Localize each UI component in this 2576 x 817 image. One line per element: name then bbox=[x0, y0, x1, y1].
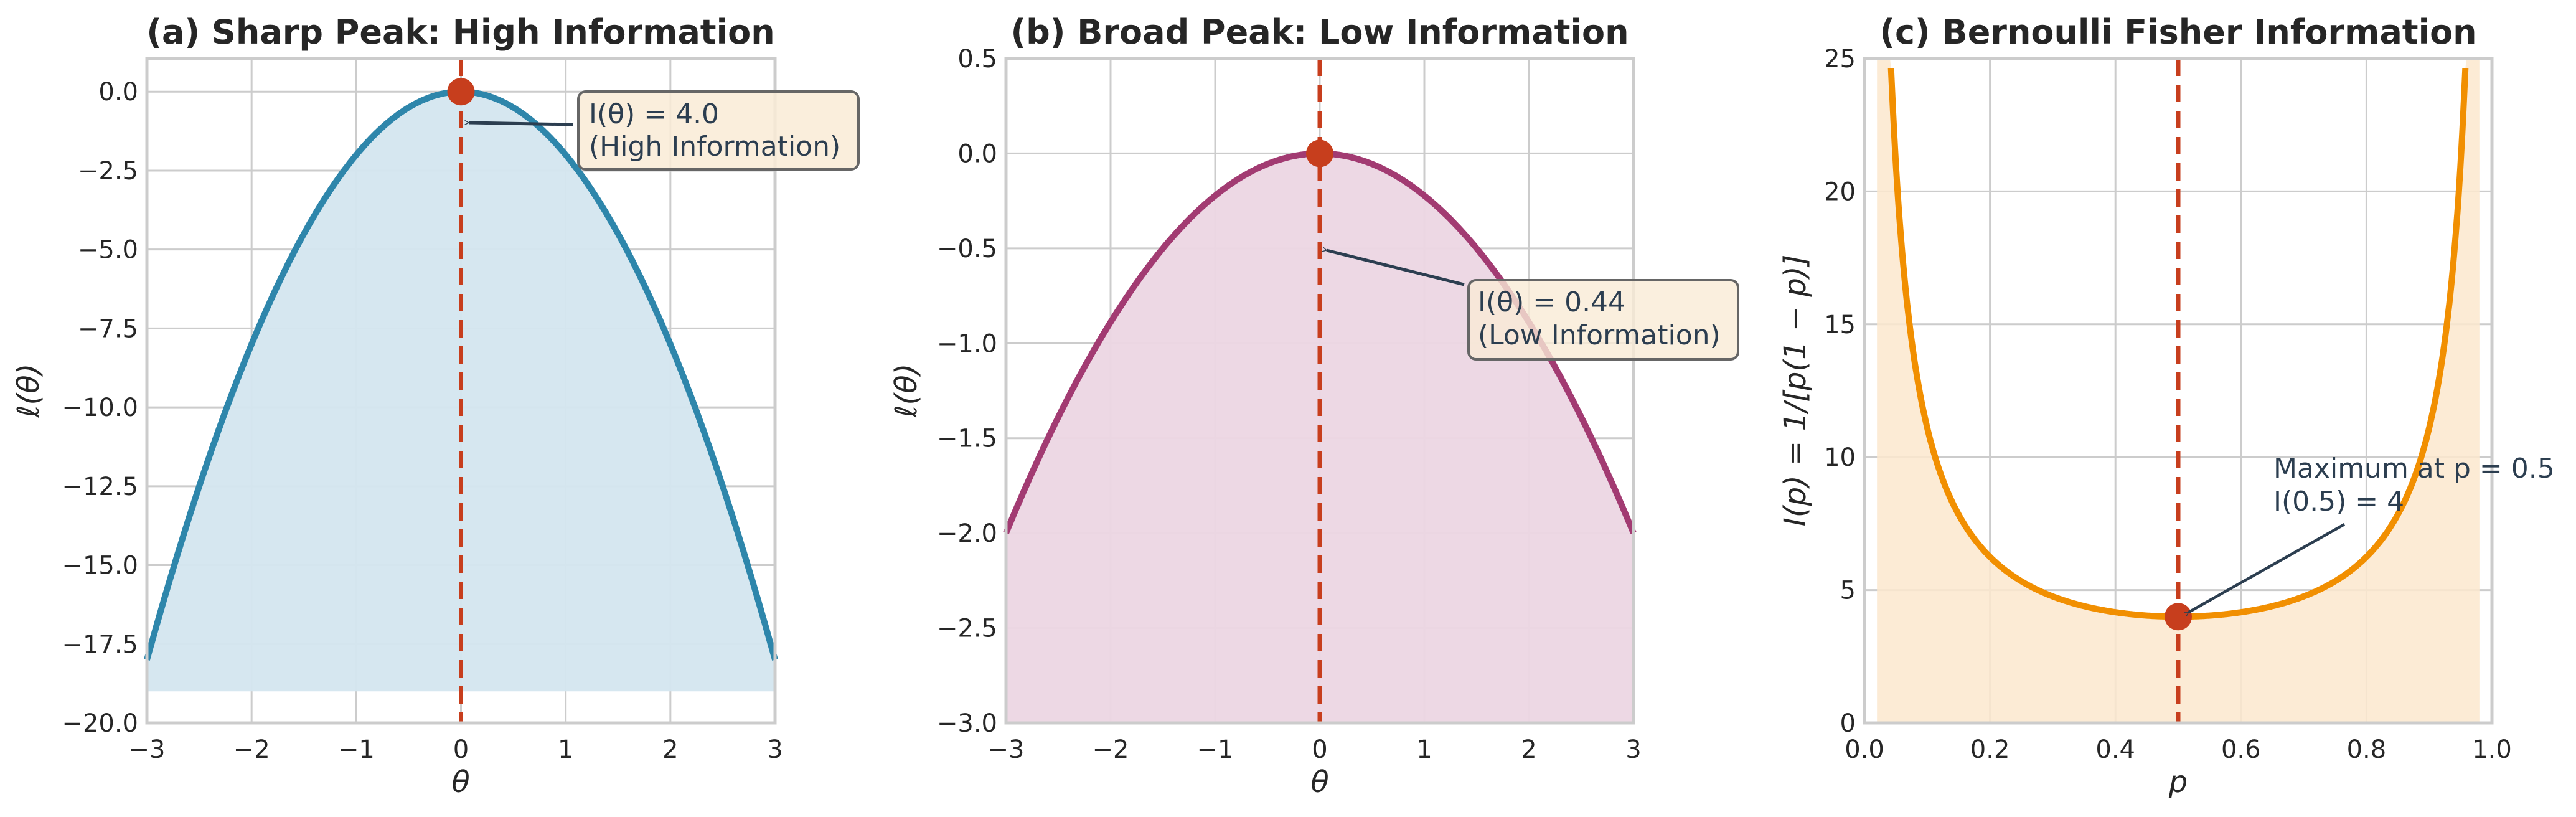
panel-c-yticks: 0 5 10 15 20 25 bbox=[1824, 45, 1856, 738]
x-tick-label: 2 bbox=[1521, 735, 1536, 764]
x-tick-label: −1 bbox=[338, 735, 375, 764]
x-tick-label: −2 bbox=[233, 735, 270, 764]
panel-b-annotation-arrow bbox=[1327, 250, 1465, 286]
x-tick-label: 0.2 bbox=[1970, 735, 2010, 764]
y-tick-label: −10.0 bbox=[62, 394, 138, 422]
panel-b-xticks: −3 −2 −1 0 1 2 3 bbox=[988, 735, 1642, 764]
y-tick-label: −0.5 bbox=[937, 235, 997, 263]
panel-b-ylabel: ℓ(θ) bbox=[889, 364, 924, 418]
panel-a-title: (a) Sharp Peak: High Information bbox=[146, 12, 774, 52]
panel-c-title: (c) Bernoulli Fisher Information bbox=[1879, 12, 2476, 52]
panel-c-annotation: Maximum at p = 0.5 I(0.5) = 4 bbox=[2189, 453, 2555, 612]
x-tick-label: 0 bbox=[453, 735, 469, 764]
panel-c-xlabel: p bbox=[2168, 765, 2188, 800]
x-tick-label: −1 bbox=[1197, 735, 1234, 764]
x-tick-label: 0.0 bbox=[1845, 735, 1884, 764]
y-tick-label: 15 bbox=[1824, 311, 1856, 339]
panel-a-yticks: 0.0 −2.5 −5.0 −7.5 −10.0 −12.5 −15.0 −17.5 −20.0 bbox=[62, 78, 138, 738]
y-tick-label: 0 bbox=[1840, 709, 1856, 738]
panel-c-xticks: 0.0 0.2 0.4 0.6 0.8 1.0 bbox=[1845, 735, 2512, 764]
y-tick-label: 5 bbox=[1840, 577, 1856, 605]
panel-b-xlabel: θ bbox=[1310, 765, 1328, 800]
panel-a-annotation-box bbox=[577, 90, 860, 171]
panel-b-annotation-line1: I(θ) = 0.44 bbox=[1478, 286, 1625, 318]
y-tick-label: −17.5 bbox=[62, 630, 138, 659]
x-tick-label: 1.0 bbox=[2472, 735, 2512, 764]
panel-a-xticks: −3 −2 −1 0 1 2 3 bbox=[129, 735, 783, 764]
y-tick-label: −1.5 bbox=[937, 425, 997, 453]
panel-a-annotation-line1: I(θ) = 4.0 bbox=[589, 98, 719, 130]
y-tick-label: 0.0 bbox=[98, 78, 138, 106]
x-tick-label: 3 bbox=[1625, 735, 1641, 764]
y-tick-label: 0.5 bbox=[957, 45, 997, 73]
panel-c: (c) Bernoulli Fisher Information 0.0 0.2 0… bbox=[1778, 12, 2555, 800]
panel-a-annotation-arrow bbox=[469, 123, 574, 126]
panel-b-mle-marker bbox=[1306, 139, 1333, 168]
y-tick-label: 20 bbox=[1824, 177, 1856, 206]
y-tick-label: −2.5 bbox=[937, 615, 997, 643]
panel-b-yticks: 0.5 0.0 −0.5 −1.0 −1.5 −2.0 −2.5 −3.0 bbox=[937, 45, 997, 738]
panel-a-fill-area bbox=[147, 92, 775, 692]
y-tick-label: −5.0 bbox=[78, 236, 138, 265]
x-tick-label: 0.8 bbox=[2347, 735, 2387, 764]
y-tick-label: −15.0 bbox=[62, 552, 138, 580]
x-tick-label: 1 bbox=[1416, 735, 1432, 764]
panel-b: (b) Broad Peak: Low Information −3 −2 −1 0 1… bbox=[889, 12, 1739, 800]
y-tick-label: −1.0 bbox=[937, 329, 997, 358]
y-tick-label: −7.5 bbox=[78, 314, 138, 343]
panel-b-axes-frame bbox=[1004, 57, 1635, 725]
panel-b-annotation-line2: (Low Information) bbox=[1478, 319, 1721, 351]
x-tick-label: 3 bbox=[767, 735, 783, 764]
x-tick-label: 0 bbox=[1312, 735, 1327, 764]
y-tick-label: −12.5 bbox=[62, 473, 138, 501]
panel-c-ylabel: I(p) = 1/[p(1 − p)] bbox=[1778, 255, 1813, 527]
panel-a-xlabel: θ bbox=[451, 765, 469, 800]
y-tick-label: 25 bbox=[1824, 45, 1856, 73]
y-tick-label: −20.0 bbox=[62, 709, 138, 738]
panel-a-annotation: I(θ) = 4.0 (High Information) bbox=[469, 90, 860, 171]
panel-b-title: (b) Broad Peak: Low Information bbox=[1010, 12, 1629, 52]
panel-c-fill-area bbox=[1877, 59, 2480, 723]
panel-c-axes-frame bbox=[1863, 57, 2494, 725]
y-tick-label: −2.5 bbox=[78, 157, 138, 186]
panel-c-max-marker bbox=[2165, 603, 2192, 631]
x-tick-label: −2 bbox=[1093, 735, 1129, 764]
y-tick-label: −3.0 bbox=[937, 709, 997, 738]
y-tick-label: 0.0 bbox=[957, 139, 997, 168]
panel-a-mle-marker bbox=[447, 78, 475, 106]
x-tick-label: 0.6 bbox=[2221, 735, 2261, 764]
panel-c-annotation-line1: Maximum at p = 0.5 bbox=[2273, 453, 2555, 484]
panel-a-ylabel: ℓ(θ) bbox=[11, 364, 46, 418]
y-tick-label: 10 bbox=[1824, 443, 1856, 472]
x-tick-label: 0.4 bbox=[2095, 735, 2135, 764]
x-tick-label: −3 bbox=[129, 735, 166, 764]
panel-a: (a) Sharp Peak: High Information −3 −2 −1 0… bbox=[11, 12, 860, 800]
panel-a-axes-frame bbox=[145, 57, 777, 725]
x-tick-label: 2 bbox=[662, 735, 678, 764]
y-tick-label: −2.0 bbox=[937, 519, 997, 548]
panel-a-annotation-line2: (High Information) bbox=[589, 131, 840, 163]
x-tick-label: −3 bbox=[988, 735, 1025, 764]
x-tick-label: 1 bbox=[558, 735, 573, 764]
panel-b-annotation: I(θ) = 0.44 (Low Information) bbox=[1327, 250, 1739, 361]
panel-b-annotation-box bbox=[1467, 279, 1739, 361]
panel-c-annotation-arrow bbox=[2189, 523, 2346, 612]
panel-c-annotation-line2: I(0.5) = 4 bbox=[2273, 486, 2404, 517]
